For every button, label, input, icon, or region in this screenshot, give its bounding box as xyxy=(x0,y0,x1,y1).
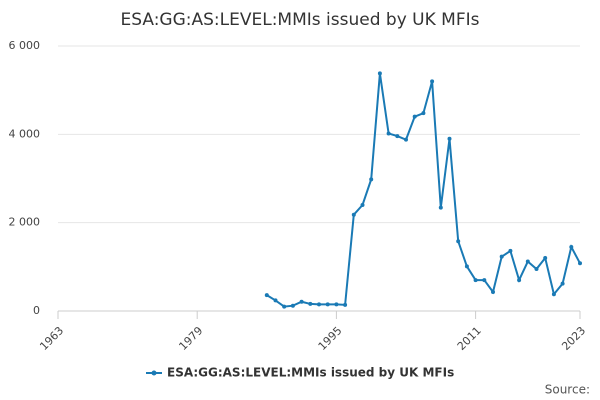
point xyxy=(377,71,382,76)
y-tick-label: 6 000 xyxy=(9,39,41,52)
point xyxy=(308,301,313,306)
point xyxy=(569,244,574,249)
y-tick-label: 4 000 xyxy=(9,127,41,140)
point xyxy=(473,278,478,283)
point xyxy=(560,281,565,286)
point xyxy=(421,111,426,116)
point xyxy=(499,254,504,259)
point xyxy=(282,304,287,309)
point xyxy=(290,303,295,308)
point xyxy=(438,205,443,210)
point xyxy=(464,264,469,269)
x-tick-label: 1979 xyxy=(176,324,205,353)
point xyxy=(551,292,556,297)
legend-label: ESA:GG:AS:LEVEL:MMIs issued by UK MFIs xyxy=(167,366,454,380)
x-tick-label: 2011 xyxy=(455,324,484,353)
line xyxy=(266,73,581,308)
point xyxy=(351,212,356,217)
point xyxy=(317,302,321,307)
y-tick-label: 2 000 xyxy=(9,216,41,229)
point xyxy=(447,136,452,141)
point xyxy=(508,248,513,253)
point xyxy=(534,267,539,272)
point xyxy=(360,203,365,207)
point xyxy=(334,302,339,307)
point xyxy=(517,278,522,283)
point xyxy=(273,298,278,303)
x-tick-label: 1995 xyxy=(316,324,345,353)
point xyxy=(386,131,391,136)
chart-title: ESA:GG:AS:LEVEL:MMIs issued by UK MFIs xyxy=(121,10,480,30)
legend-marker xyxy=(151,370,157,376)
point xyxy=(325,302,330,307)
point xyxy=(299,299,304,304)
point xyxy=(491,290,495,295)
point xyxy=(404,137,408,142)
point xyxy=(543,256,548,260)
point xyxy=(456,239,461,244)
x-tick-label: 2023 xyxy=(559,324,588,353)
point xyxy=(343,302,348,307)
point xyxy=(264,293,269,298)
point xyxy=(395,134,400,139)
source: Source: xyxy=(545,383,590,397)
x-tick-label: 1963 xyxy=(37,324,66,353)
point xyxy=(525,259,530,264)
point xyxy=(369,177,374,182)
point xyxy=(412,114,417,119)
point xyxy=(578,261,582,266)
y-tick-label: 0 xyxy=(33,304,40,317)
point xyxy=(430,79,435,84)
point xyxy=(482,278,487,283)
